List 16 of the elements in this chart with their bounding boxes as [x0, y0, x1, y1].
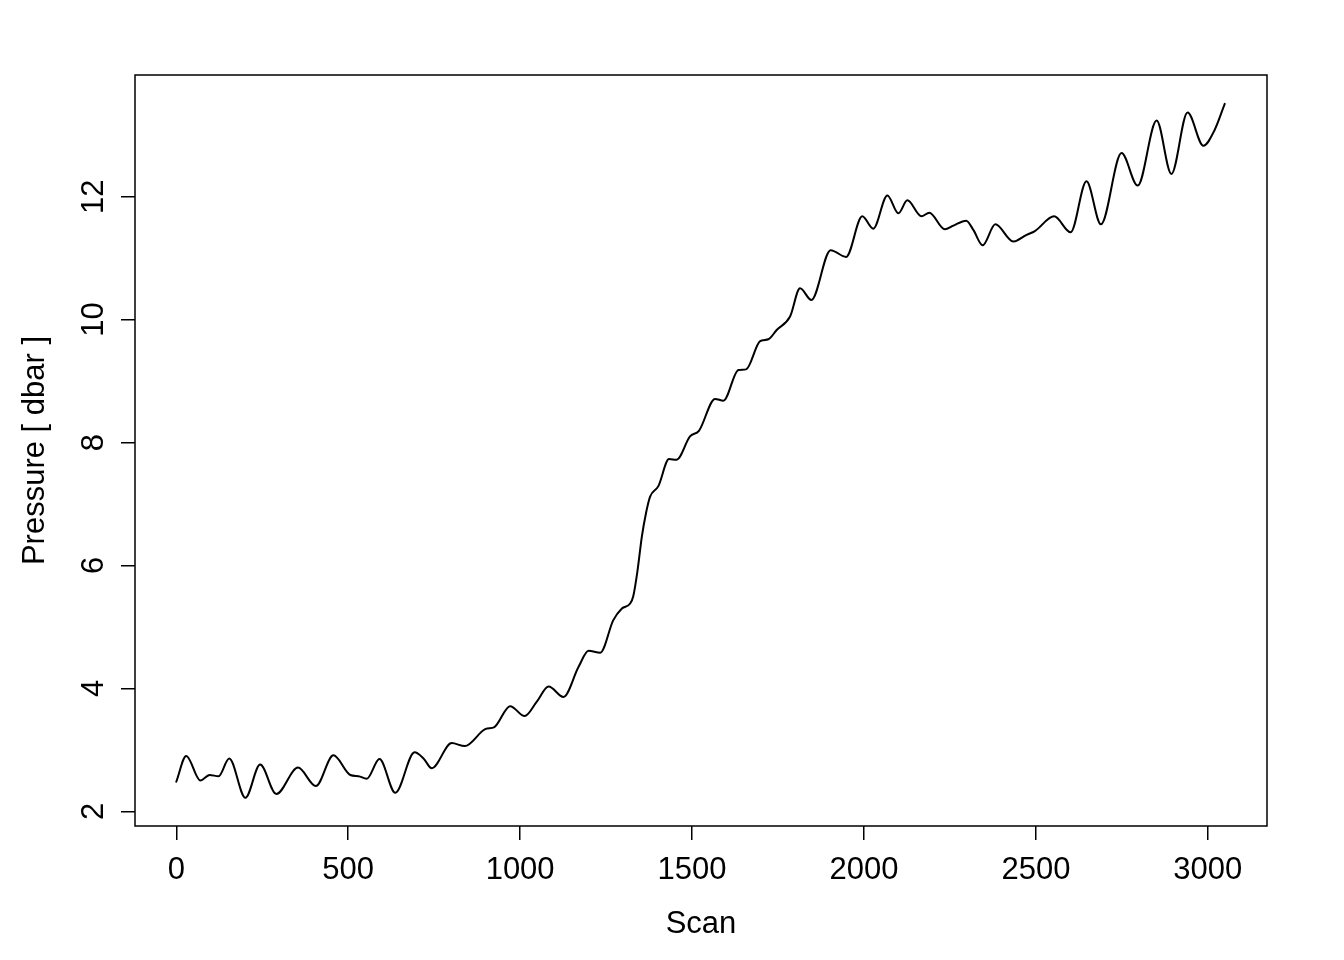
x-tick-label: 500 — [322, 851, 375, 887]
y-tick-label: 12 — [75, 179, 110, 214]
x-tick-label: 3000 — [1173, 851, 1243, 887]
y-tick-label: 2 — [75, 802, 110, 820]
y-tick-label: 4 — [75, 679, 110, 697]
x-tick-label: 2000 — [829, 851, 899, 887]
x-tick-label: 1000 — [485, 851, 555, 887]
y-tick-label: 10 — [75, 302, 110, 337]
x-tick-label: 2500 — [1001, 851, 1071, 887]
y-tick-label: 8 — [75, 433, 110, 452]
line-series — [175, 102, 1226, 799]
y-tick-label: 6 — [75, 556, 110, 575]
x-tick-label: 1500 — [657, 851, 727, 887]
y-axis-title: Pressure [ dbar ] — [16, 335, 51, 566]
x-tick-label: 0 — [167, 851, 185, 887]
x-axis-title: Scan — [665, 905, 737, 940]
